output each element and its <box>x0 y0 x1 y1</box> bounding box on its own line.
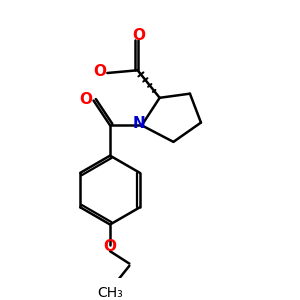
Text: CH₃: CH₃ <box>97 286 123 299</box>
Text: O: O <box>79 92 92 107</box>
Text: O: O <box>93 64 106 79</box>
Text: N: N <box>133 116 146 130</box>
Text: O: O <box>133 28 146 43</box>
Text: O: O <box>103 239 117 254</box>
